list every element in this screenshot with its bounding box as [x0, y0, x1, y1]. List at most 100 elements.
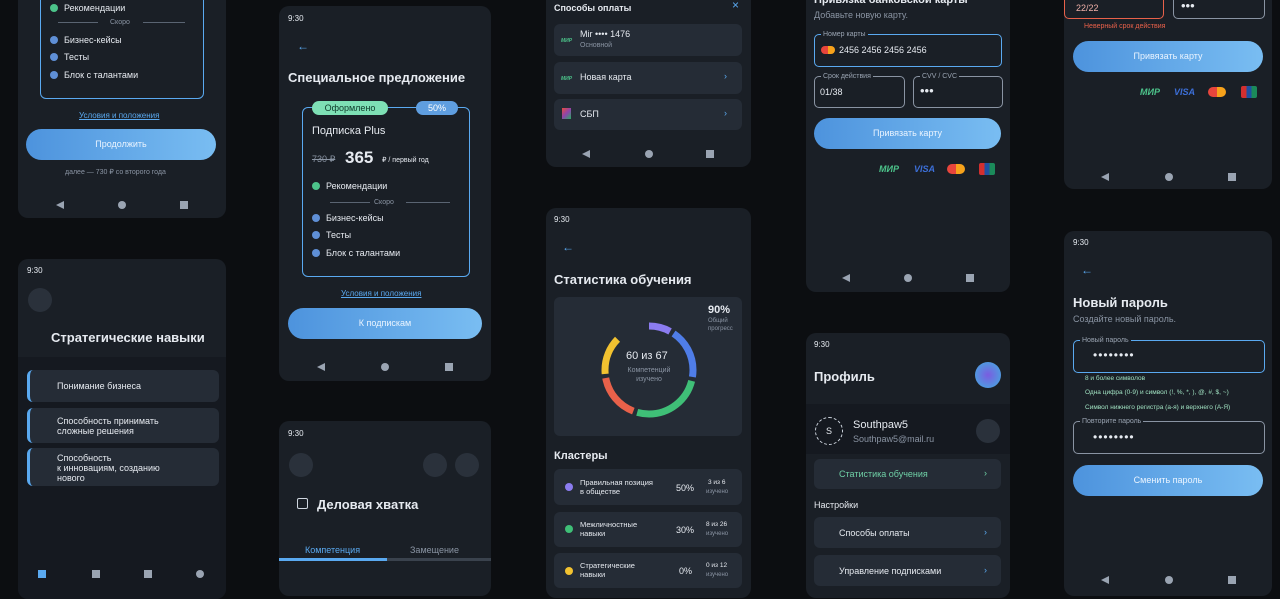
- tab[interactable]: Замещение: [410, 545, 459, 555]
- back-arrow[interactable]: ←: [297, 39, 309, 53]
- terms-link[interactable]: Условия и положения: [341, 289, 422, 298]
- chevron: ›: [984, 468, 987, 478]
- system-nav: [806, 274, 1010, 284]
- page: Рекомендации Скоро Бизнес-кейсы Тесты Бл…: [18, 0, 1272, 599]
- screen-title: Стратегические навыки: [51, 330, 205, 345]
- card-number-input[interactable]: Номер карты: [814, 30, 1002, 67]
- section-title: Настройки: [814, 500, 859, 510]
- settings-row[interactable]: [814, 517, 1001, 548]
- input-label: Повторите пароль: [1080, 417, 1144, 426]
- expiry-input[interactable]: [1064, 0, 1164, 19]
- chevron: ›: [984, 565, 987, 575]
- mastercard-logo: [1208, 87, 1226, 97]
- skill-card[interactable]: [27, 408, 219, 443]
- subscriptions-button[interactable]: К подпискам: [288, 308, 482, 339]
- cvv-input[interactable]: [1173, 0, 1265, 19]
- price-note: далее — 730 ₽ со второго года: [65, 169, 166, 176]
- feature: Блок с талантами: [64, 70, 139, 80]
- close[interactable]: ×: [732, 0, 740, 12]
- skill-card[interactable]: [27, 370, 219, 402]
- section-title: Кластеры: [554, 450, 608, 462]
- offer-screen: 9:30 ← Специальное предложение Оформлено…: [279, 6, 491, 381]
- system-nav: [546, 150, 751, 160]
- back-arrow[interactable]: ←: [562, 240, 574, 254]
- divider: [406, 202, 450, 203]
- features-card: [40, 0, 204, 99]
- password-input[interactable]: Новый пароль: [1073, 336, 1265, 373]
- back-button[interactable]: [28, 288, 52, 312]
- decoration: [445, 363, 453, 371]
- stats-button[interactable]: [814, 459, 1001, 489]
- status-time: 9:30: [814, 340, 830, 349]
- tab[interactable]: Компетенция: [305, 545, 361, 555]
- screen-title: Профиль: [814, 369, 875, 384]
- cluster-row[interactable]: [554, 512, 742, 547]
- payment-card[interactable]: [554, 99, 742, 130]
- sbp-logo: [562, 108, 571, 119]
- back-button[interactable]: [289, 453, 313, 477]
- progress-value: 90%: [708, 304, 731, 316]
- decoration: [196, 570, 204, 578]
- cluster-percent: 50%: [676, 483, 695, 493]
- bind-button[interactable]: Привязать карту: [814, 118, 1001, 149]
- checkbox[interactable]: [297, 498, 308, 509]
- skill-card[interactable]: [27, 448, 219, 486]
- status-time: 9:30: [1073, 238, 1089, 247]
- favorite-button[interactable]: [423, 453, 447, 477]
- skills-screen: 9:30 Стратегические навыки Понимание биз…: [18, 259, 226, 599]
- screen-subtitle: Добавьте новую карту.: [814, 10, 909, 20]
- check: [312, 214, 320, 222]
- system-nav: [279, 363, 491, 373]
- decoration: [1101, 576, 1109, 584]
- cluster-row[interactable]: [554, 469, 742, 505]
- settings-row[interactable]: [814, 555, 1001, 586]
- status-time: 9:30: [27, 266, 43, 275]
- screen-title: Новый пароль: [1073, 295, 1168, 310]
- ring-label: Компетенций изучено: [627, 367, 671, 383]
- check: [312, 249, 320, 257]
- chevron: ›: [724, 108, 727, 118]
- decoration: [601, 322, 697, 418]
- decoration: [601, 322, 697, 418]
- screen-title: Привязка банковской карты: [814, 0, 968, 6]
- terms-link[interactable]: Условия и положения: [79, 111, 160, 120]
- payment-card[interactable]: [554, 24, 742, 56]
- sheet-title: Способы оплаты: [554, 3, 632, 13]
- payment-card[interactable]: [554, 62, 742, 94]
- input-label: CVV / CVC: [920, 72, 960, 81]
- check: [50, 53, 58, 61]
- divider: [58, 22, 98, 23]
- soon: Скоро: [374, 199, 394, 206]
- feature: Тесты: [64, 52, 90, 62]
- cluster-dot: [565, 483, 573, 491]
- avatar: S: [815, 417, 843, 445]
- decoration: [118, 201, 126, 209]
- bind-button[interactable]: Привязать карту: [1073, 41, 1263, 72]
- cluster-row[interactable]: [554, 553, 742, 588]
- back-arrow[interactable]: ←: [1081, 263, 1093, 277]
- cluster-status: изучено: [706, 572, 729, 578]
- cvv-value: •••: [1181, 0, 1195, 13]
- subscription-screen: Рекомендации Скоро Бизнес-кейсы Тесты Бл…: [18, 0, 226, 218]
- bind-card-error-screen: 22/22 ••• Неверный срок действия Привяза…: [1064, 0, 1272, 189]
- cvv-input[interactable]: CVV / CVC: [913, 72, 1003, 108]
- chevron: ›: [984, 527, 987, 537]
- decoration: [38, 570, 46, 578]
- decoration: [92, 570, 100, 578]
- expiry-value: 01/38: [820, 87, 843, 97]
- edit-button[interactable]: [455, 453, 479, 477]
- visa-logo: VISA: [1174, 87, 1196, 97]
- password-value: ••••••••: [1093, 348, 1135, 362]
- chevron: ›: [724, 71, 727, 81]
- status-time: 9:30: [288, 429, 304, 438]
- decoration: [180, 201, 188, 209]
- bottom-nav: [18, 570, 226, 580]
- feature: Бизнес-кейсы: [326, 213, 384, 223]
- expiry-input[interactable]: Срок действия: [814, 72, 905, 108]
- new-password-screen: 9:30 ← Новый пароль Создайте новый парол…: [1064, 231, 1272, 596]
- edit-button[interactable]: [976, 419, 1000, 443]
- repeat-input[interactable]: Повторите пароль: [1073, 417, 1265, 454]
- continue-button[interactable]: Продолжить: [26, 129, 216, 160]
- cluster-count: 8 из 26: [706, 521, 728, 528]
- change-button[interactable]: Сменить пароль: [1073, 465, 1263, 496]
